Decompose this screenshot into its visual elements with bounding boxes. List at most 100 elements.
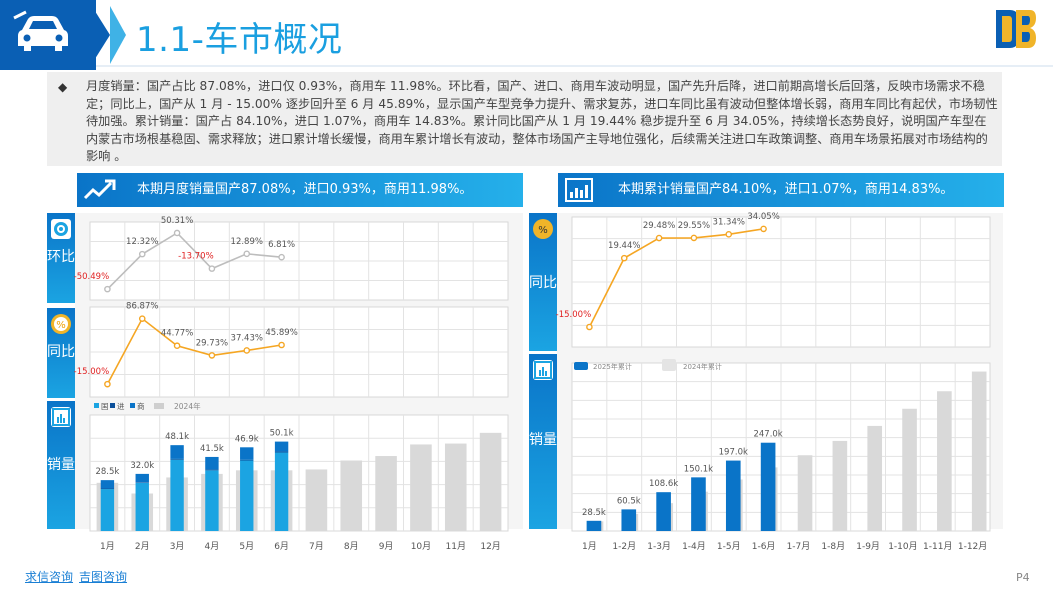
cum-sales-legend-label: 2024年累计: [683, 362, 722, 371]
tab-sales-label: 销量: [47, 457, 75, 473]
tab-mom: 环比: [47, 213, 75, 303]
brand-logo: [996, 10, 1036, 48]
svg-text:%: %: [538, 225, 548, 236]
mom-chart-data-label: -50.49%: [74, 272, 109, 282]
percent-icon: %: [533, 219, 553, 239]
tab-mom-label: 环比: [47, 249, 75, 265]
monthly-sales-data-label: 48.1k: [165, 432, 189, 442]
monthly-sales-bar-进: [135, 482, 149, 483]
monthly-sales-legend-swatch: [110, 403, 115, 408]
monthly-sales-bar-国: [205, 470, 219, 531]
monthly-sales-data-label: 28.5k: [95, 467, 119, 477]
monthly-sales-tick-label: 11月: [446, 541, 466, 552]
target-icon: [51, 219, 71, 239]
monthly-sales-bar-2024: [479, 432, 502, 531]
summary-text: 月度销量：国产占比 87.08%，进口仅 0.93%，商用车 11.98%。环比…: [86, 79, 998, 163]
cum-sales-tick-label: 1-10月: [888, 541, 917, 552]
yoy-chart-data-label: 45.89%: [265, 328, 297, 338]
monthly-sales-tick-label: 5月: [239, 541, 254, 552]
cum-sales-bar-2025: [691, 477, 706, 531]
cum-sales-tick-label: 1-2月: [612, 541, 636, 552]
yoy-chart-data-label: 37.43%: [231, 333, 263, 343]
header-chevron: [88, 0, 110, 70]
monthly-sales-tick-label: 3月: [170, 541, 185, 552]
cum-sales-bar-2024: [797, 455, 813, 531]
cum-sales-data-label: 108.6k: [649, 479, 678, 489]
monthly-sales-bar-商: [170, 445, 184, 459]
yoy-chart-data-label: 29.73%: [196, 338, 228, 348]
yoy-cum-chart-data-label: 31.34%: [713, 217, 745, 227]
cum-sales-tick-label: 1-3月: [647, 541, 671, 552]
cum-sales-bar-2024: [971, 371, 987, 531]
footer-link-jitu[interactable]: 吉图咨询: [79, 570, 128, 584]
cum-sales-tick-label: 1-12月: [958, 541, 987, 552]
monthly-sales-legend-label: 商: [137, 401, 145, 411]
cum-sales-bar-2025: [586, 520, 602, 531]
yoy-chart-series-line: [106, 317, 282, 385]
monthly-sales-tick-label: 8月: [344, 541, 359, 552]
yoy-chart-point: [104, 380, 111, 388]
monthly-sales-bar-商: [274, 441, 289, 452]
monthly-sales-bar-商: [100, 480, 115, 489]
mom-chart-point: [173, 229, 181, 237]
cum-sales-bar-2024: [902, 408, 917, 531]
yoy-cum-chart-point: [586, 323, 593, 331]
mom-chart-data-label: -13.70%: [178, 252, 213, 262]
header-divider: [96, 65, 1053, 67]
yoy-cum-chart-data-label: 19.44%: [608, 241, 640, 251]
monthly-sales-bar-国: [274, 452, 289, 531]
mom-chart-series-line: [106, 231, 282, 290]
yoy-chart-point: [138, 315, 146, 322]
cum-sales-legend-label: 2025年累计: [593, 362, 632, 371]
monthly-sales-bar-进: [170, 458, 184, 460]
cum-sales-tick-label: 1-9月: [856, 541, 880, 552]
monthly-sales-legend-label: 2024年: [174, 401, 201, 411]
mom-chart-data-label: 12.32%: [126, 237, 158, 247]
page-title: 1.1-车市概况: [136, 20, 343, 60]
monthly-sales-tick-label: 6月: [274, 541, 289, 552]
yoy-chart-data-label: -15.00%: [74, 367, 109, 377]
mom-chart-point: [278, 253, 285, 261]
left-panel-title: 本期月度销量国产87.08%，进口0.93%，商用11.98%。: [137, 182, 473, 197]
cum-sales-bar-2024: [832, 440, 848, 531]
footer-link-qiuxin[interactable]: 求信咨询: [25, 570, 74, 584]
monthly-sales-legend-swatch: [154, 403, 164, 409]
yoy-cum-chart-point: [725, 231, 733, 238]
monthly-sales-bar-2024: [375, 456, 397, 531]
monthly-sales-tick-label: 4月: [205, 541, 220, 552]
yoy-cum-chart-data-label: 34.05%: [747, 212, 779, 222]
monthly-sales-bar-国: [170, 459, 184, 531]
cum-sales-bar-2025: [621, 509, 637, 531]
monthly-sales-bar-进: [240, 459, 254, 461]
monthly-sales-bar-2024: [305, 469, 328, 531]
monthly-sales-bar-国: [240, 460, 254, 531]
bullet-icon: ◆: [58, 80, 68, 94]
cum-sales-tick-label: 1-6月: [752, 541, 776, 552]
monthly-sales-tick-label: 7月: [309, 541, 324, 552]
percent-icon: %: [51, 314, 71, 334]
monthly-sales-legend-swatch: [94, 403, 99, 408]
summary-box: [47, 72, 1002, 166]
monthly-sales-bar-进: [274, 451, 289, 453]
right-panel-title-bar: 本期累计销量国产84.10%，进口1.07%，商用14.83%。: [558, 173, 1004, 207]
cum-sales-legend-swatch: [662, 359, 676, 371]
yoy-chart-point: [173, 342, 181, 350]
monthly-sales-bar-商: [205, 456, 219, 470]
monthly-sales-tick-label: 12月: [480, 541, 500, 552]
cum-sales-tick-label: 1-8月: [821, 541, 845, 552]
yoy-cum-chart-point: [655, 234, 663, 242]
monthly-sales-bar-国: [135, 482, 149, 531]
monthly-sales-bar-2024: [444, 443, 467, 531]
monthly-sales-bar-进: [100, 488, 115, 490]
cum-sales-data-label: 197.0k: [719, 448, 748, 458]
cum-sales-legend-swatch: [574, 362, 588, 370]
bar-chart-icon: [565, 178, 593, 202]
yoy-cum-chart-point: [620, 254, 628, 262]
monthly-sales-bar-进: [205, 469, 219, 471]
cum-sales-data-label: 150.1k: [684, 464, 713, 474]
monthly-sales-bar-商: [135, 473, 149, 483]
tab-yoy: % 同比: [47, 308, 75, 398]
cum-sales-bar-2025: [656, 492, 671, 531]
cum-sales-data-label: 247.0k: [753, 430, 782, 440]
